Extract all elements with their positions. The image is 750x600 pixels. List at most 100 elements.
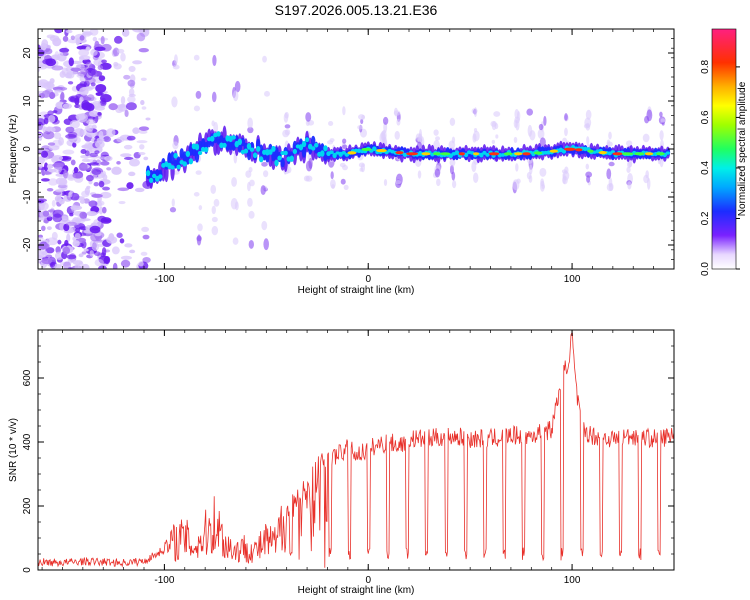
noise-blob [102,186,110,191]
noise-blob [140,100,145,106]
noise-blob [305,160,313,172]
noise-blob [124,109,129,118]
noise-blob [451,136,456,144]
noise-blob [195,170,202,175]
noise-blob [493,111,501,117]
track-segment [280,158,285,168]
noise-blob [286,166,292,174]
noise-blob [76,73,85,78]
noise-blob [305,112,312,122]
noise-blob [142,234,150,240]
track-peak [621,152,634,156]
noise-blob [72,142,77,148]
noise-blob [62,51,69,57]
noise-blob [210,184,217,194]
track-peak [644,152,654,156]
track-segment [255,146,261,152]
noise-blob [112,262,118,269]
colorbar-tick-label: 0.6 [700,110,711,124]
track-peak [587,149,594,153]
noise-blob [564,127,568,137]
noise-blob [543,115,547,127]
track-segment [158,174,163,179]
noise-blob [100,94,112,103]
noise-blob [451,171,456,181]
noise-blob [494,123,499,130]
noise-blob [63,261,71,269]
noise-blob [86,159,97,163]
noise-blob [234,80,241,93]
noise-blob [359,167,364,172]
noise-blob [81,128,93,136]
noise-blob [38,92,46,99]
noise-blob [261,161,268,167]
noise-blob [193,192,200,197]
noise-blob [128,158,140,167]
noise-blob [98,75,106,82]
noise-blob [141,106,147,110]
colorbar-gradient [711,28,737,270]
track-segment [240,137,246,147]
noise-blob [628,159,633,168]
noise-blob [342,138,347,144]
noise-blob [123,144,133,150]
noise-blob [360,118,364,124]
noise-blob [40,150,49,158]
noise-blob [52,37,62,47]
noise-blob [81,251,87,255]
noise-blob [93,181,99,187]
track-segment [252,152,258,159]
noise-blob [434,168,441,178]
noise-blob [449,117,456,126]
noise-blob [342,164,348,171]
noise-blob [172,141,179,150]
noise-blob [81,100,90,109]
noise-blob [171,198,175,207]
noise-blob [528,175,533,183]
track-peak [522,152,531,156]
noise-blob [248,166,253,173]
noise-blob [78,48,90,57]
track-segment [479,152,484,158]
noise-blob [108,103,118,111]
colorbar-label: Normalized spectral amplitude [737,81,748,216]
noise-blob [80,67,87,74]
track-peak [549,149,559,153]
noise-blob [45,247,55,254]
noise-blob [116,161,121,165]
noise-blob [78,218,91,222]
track-segment [210,135,215,142]
track-segment [304,137,310,143]
track-segment [216,131,221,137]
noise-blob [50,262,56,268]
noise-blob [141,226,150,232]
noise-blob [89,152,99,158]
noise-blob [126,182,134,190]
noise-blob [81,144,90,149]
y-tick-label: 0 [22,146,33,152]
noise-blob [46,81,54,89]
noise-blob [136,32,146,42]
noise-blob [116,48,125,54]
noise-blob [231,176,237,187]
noise-blob [73,166,79,174]
colorbar-tick-label: 0.4 [700,161,711,175]
noise-blob [212,54,217,67]
noise-blob [65,126,75,134]
noise-blob [249,179,255,187]
noise-blob [659,130,664,141]
noise-blob [114,35,123,44]
noise-blob [48,145,60,151]
noise-blob [357,125,363,130]
noise-blob [66,254,77,260]
track-segment [231,135,236,140]
noise-blob [340,178,346,185]
track-segment [197,150,203,156]
track-segment [237,138,243,146]
noise-blob [260,185,266,196]
noise-blob [76,64,82,68]
noise-blob [41,225,46,232]
track-peak [406,152,419,156]
noise-blob [78,253,84,258]
